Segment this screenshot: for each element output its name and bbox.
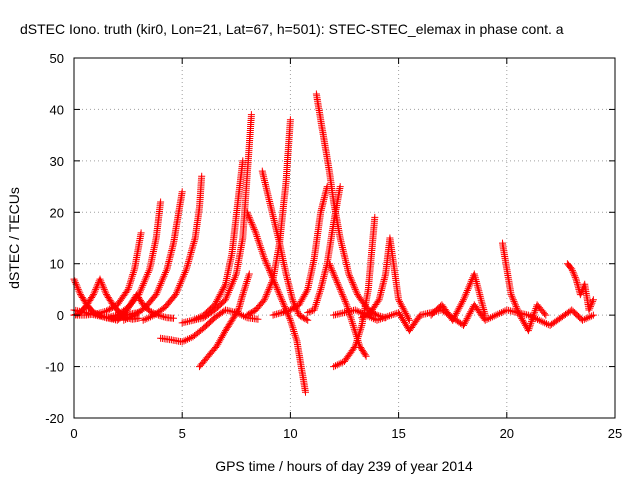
y-axis-title: dSTEC / TECUs xyxy=(6,187,22,289)
series-markers xyxy=(243,116,294,319)
y-tick-label: 0 xyxy=(57,308,64,323)
series-markers xyxy=(103,198,165,322)
series-arc xyxy=(358,234,413,324)
y-tick-label: 30 xyxy=(50,154,64,169)
series-arc xyxy=(499,239,550,335)
series-arc xyxy=(178,157,247,327)
series-arc xyxy=(196,270,253,371)
series-markers xyxy=(427,270,489,324)
series-markers xyxy=(330,213,379,371)
x-tick-label: 10 xyxy=(283,426,297,441)
chart-title: dSTEC Iono. truth (kir0, Lon=21, Lat=67,… xyxy=(20,21,564,37)
y-tick-label: 40 xyxy=(50,102,64,117)
series-arc xyxy=(103,198,165,322)
series-markers xyxy=(330,301,597,335)
series-markers xyxy=(358,234,413,324)
y-tick-label: 50 xyxy=(50,51,64,66)
series-markers xyxy=(189,111,255,324)
data-series xyxy=(70,90,597,396)
series-markers xyxy=(499,239,550,335)
series-markers xyxy=(120,188,186,324)
plot-frame xyxy=(73,57,616,419)
series-markers xyxy=(269,183,331,319)
x-tick-label: 0 xyxy=(70,426,77,441)
series-arc xyxy=(427,270,489,324)
series-arc xyxy=(563,260,597,314)
y-tick-label: -10 xyxy=(45,360,64,375)
y-tick-label: 10 xyxy=(50,257,64,272)
x-tick-label: 25 xyxy=(608,426,622,441)
series-markers xyxy=(139,172,206,324)
x-tick-label: 5 xyxy=(179,426,186,441)
x-tick-label: 20 xyxy=(500,426,514,441)
series-markers xyxy=(178,157,247,327)
series-arc xyxy=(269,183,331,319)
axis-ticks: 0 5 10 15 20 25 -20 -10 0 10 20 30 40 50 xyxy=(45,51,622,441)
series-arc xyxy=(189,111,255,324)
x-axis-title: GPS time / hours of day 239 of year 2014 xyxy=(215,458,473,474)
series-arc xyxy=(120,188,186,324)
series-markers xyxy=(196,270,253,371)
y-tick-label: 20 xyxy=(50,205,64,220)
series-arc xyxy=(330,301,597,335)
series-arc xyxy=(330,213,379,371)
series-arc xyxy=(312,90,390,322)
series-markers xyxy=(312,90,390,322)
x-tick-label: 15 xyxy=(391,426,405,441)
series-arc xyxy=(243,116,294,319)
series-arc xyxy=(139,172,206,324)
y-tick-label: -20 xyxy=(45,411,64,426)
series-markers xyxy=(563,260,597,314)
